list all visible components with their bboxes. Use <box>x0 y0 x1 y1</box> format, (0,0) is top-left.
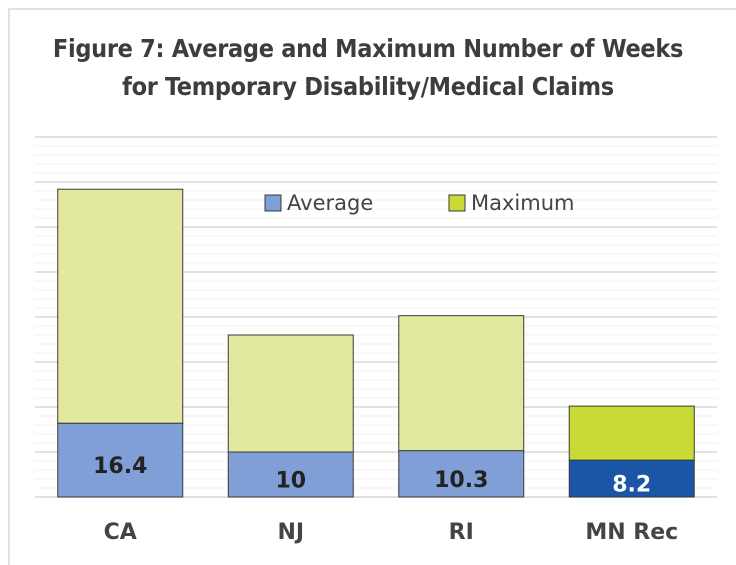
chart-title: for Temporary Disability/Medical Claims <box>122 72 614 101</box>
x-tick-label: CA <box>104 520 137 545</box>
x-tick-label: RI <box>449 520 474 545</box>
value-label: 10 <box>275 469 306 494</box>
value-label: 10.3 <box>434 468 488 493</box>
value-label: 8.2 <box>612 473 651 498</box>
x-tick-label: MN Rec <box>585 520 678 545</box>
bar-segment <box>57 188 184 424</box>
chart-title: Figure 7: Average and Maximum Number of … <box>53 34 683 63</box>
bar-segment <box>227 334 354 453</box>
bar-segment <box>568 459 695 498</box>
legend-label: Average <box>287 191 373 215</box>
bar-segment <box>227 451 354 498</box>
legend-swatch <box>264 194 282 212</box>
bar-segment <box>568 405 695 461</box>
x-tick-label: NJ <box>277 520 304 545</box>
value-label: 16.4 <box>93 454 147 479</box>
bar-segment <box>398 315 525 452</box>
chart-border <box>8 8 736 565</box>
legend-swatch <box>448 194 466 212</box>
bar-segment <box>398 450 525 498</box>
bar-segment <box>57 422 184 498</box>
legend-label: Maximum <box>471 191 574 215</box>
